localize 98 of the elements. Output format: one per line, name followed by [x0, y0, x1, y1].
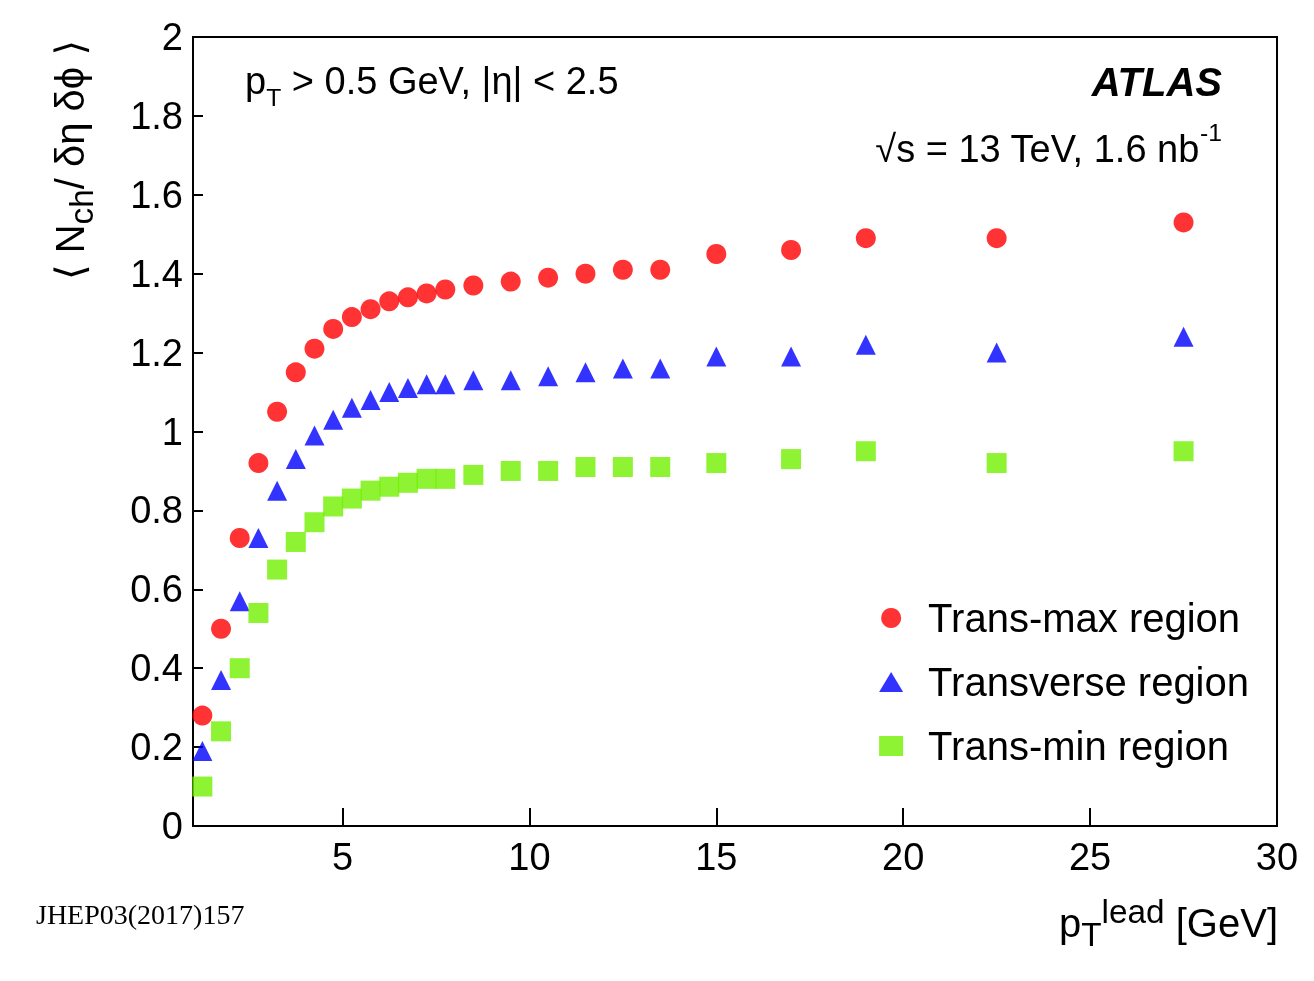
point: [416, 283, 437, 304]
point: [360, 480, 381, 501]
point: [538, 366, 559, 387]
point: [1173, 212, 1194, 233]
point: [1173, 326, 1194, 347]
legend-label: Transverse region: [928, 660, 1250, 704]
y-tick-label: 2: [161, 16, 183, 58]
point: [192, 776, 213, 797]
x-axis-title: p$_{T}$$^{lead}$ [GeV]: [1058, 893, 1278, 954]
point: [612, 358, 633, 379]
point: [612, 259, 633, 280]
point: [706, 346, 727, 367]
x-tick-label: 15: [695, 836, 738, 878]
point: [248, 453, 269, 474]
point: [986, 453, 1007, 474]
y-tick-label: 1.2: [130, 331, 183, 374]
point: [435, 279, 456, 300]
point: [341, 488, 362, 509]
point: [379, 382, 400, 403]
point: [341, 397, 362, 418]
point: [986, 342, 1007, 363]
point: [706, 453, 727, 474]
point: [463, 275, 484, 296]
point: [612, 457, 633, 478]
point: [248, 602, 269, 623]
point: [323, 409, 344, 430]
y-tick-label: 1: [161, 410, 183, 453]
point: [211, 670, 232, 691]
point: [781, 240, 802, 261]
point: [211, 618, 232, 639]
point: [323, 496, 344, 517]
point: [397, 472, 418, 493]
point: [575, 457, 596, 478]
y-tick-label: 0.2: [130, 726, 183, 769]
point: [229, 658, 250, 679]
point: [1173, 441, 1194, 462]
text: JHEP03(2017)157: [36, 898, 245, 930]
x-tick-label: 5: [331, 836, 354, 878]
y-tick-label: 0.4: [130, 647, 183, 690]
y-tick-label: 1.8: [130, 94, 183, 137]
point: [650, 358, 671, 379]
x-tick-label: 10: [508, 836, 551, 878]
point: [304, 338, 325, 359]
point: [781, 449, 802, 470]
point: [285, 362, 306, 383]
point: [379, 476, 400, 497]
point: [192, 741, 213, 762]
point: [397, 287, 418, 308]
point: [267, 559, 288, 580]
point: [435, 374, 456, 395]
point: [855, 441, 876, 462]
point: [304, 512, 325, 533]
point: [416, 468, 437, 489]
point: [267, 401, 288, 422]
point: [285, 531, 306, 552]
legend-label: Trans-min region: [928, 724, 1229, 768]
point: [397, 378, 418, 399]
y-tick-label: 0: [161, 805, 183, 847]
x-tick-label: 25: [1068, 836, 1112, 878]
legend-label: Trans-max region: [928, 596, 1241, 640]
point: [211, 721, 232, 742]
point: [360, 389, 381, 410]
annotation: ATLAS: [1090, 60, 1223, 104]
point: [650, 259, 671, 280]
point: [538, 267, 559, 288]
point: [416, 374, 437, 395]
point: [986, 228, 1007, 249]
point: [435, 468, 456, 489]
y-tick-label: 0.6: [130, 568, 183, 611]
point: [360, 299, 381, 320]
y-tick-label: 1.6: [130, 173, 183, 216]
point: [706, 243, 727, 264]
point: [379, 291, 400, 312]
point: [855, 334, 876, 355]
point: [463, 464, 484, 485]
point: [781, 346, 802, 367]
point: [538, 460, 559, 481]
x-tick-label: 30: [1255, 836, 1299, 878]
point: [575, 362, 596, 383]
point: [229, 591, 250, 612]
point: [341, 307, 362, 328]
point: [855, 228, 876, 249]
point: [304, 425, 325, 446]
point: [267, 480, 288, 501]
point: [650, 457, 671, 478]
point: [192, 705, 213, 726]
point: [248, 528, 269, 549]
y-tick-label: 0.8: [130, 489, 183, 532]
point: [229, 528, 250, 549]
point: [500, 370, 521, 391]
y-tick-label: 1.4: [130, 252, 183, 295]
x-tick-label: 20: [882, 836, 925, 878]
point: [463, 370, 484, 391]
point: [575, 263, 596, 284]
point: [323, 318, 344, 339]
point: [500, 271, 521, 292]
point: [500, 460, 521, 481]
point: [285, 449, 306, 470]
